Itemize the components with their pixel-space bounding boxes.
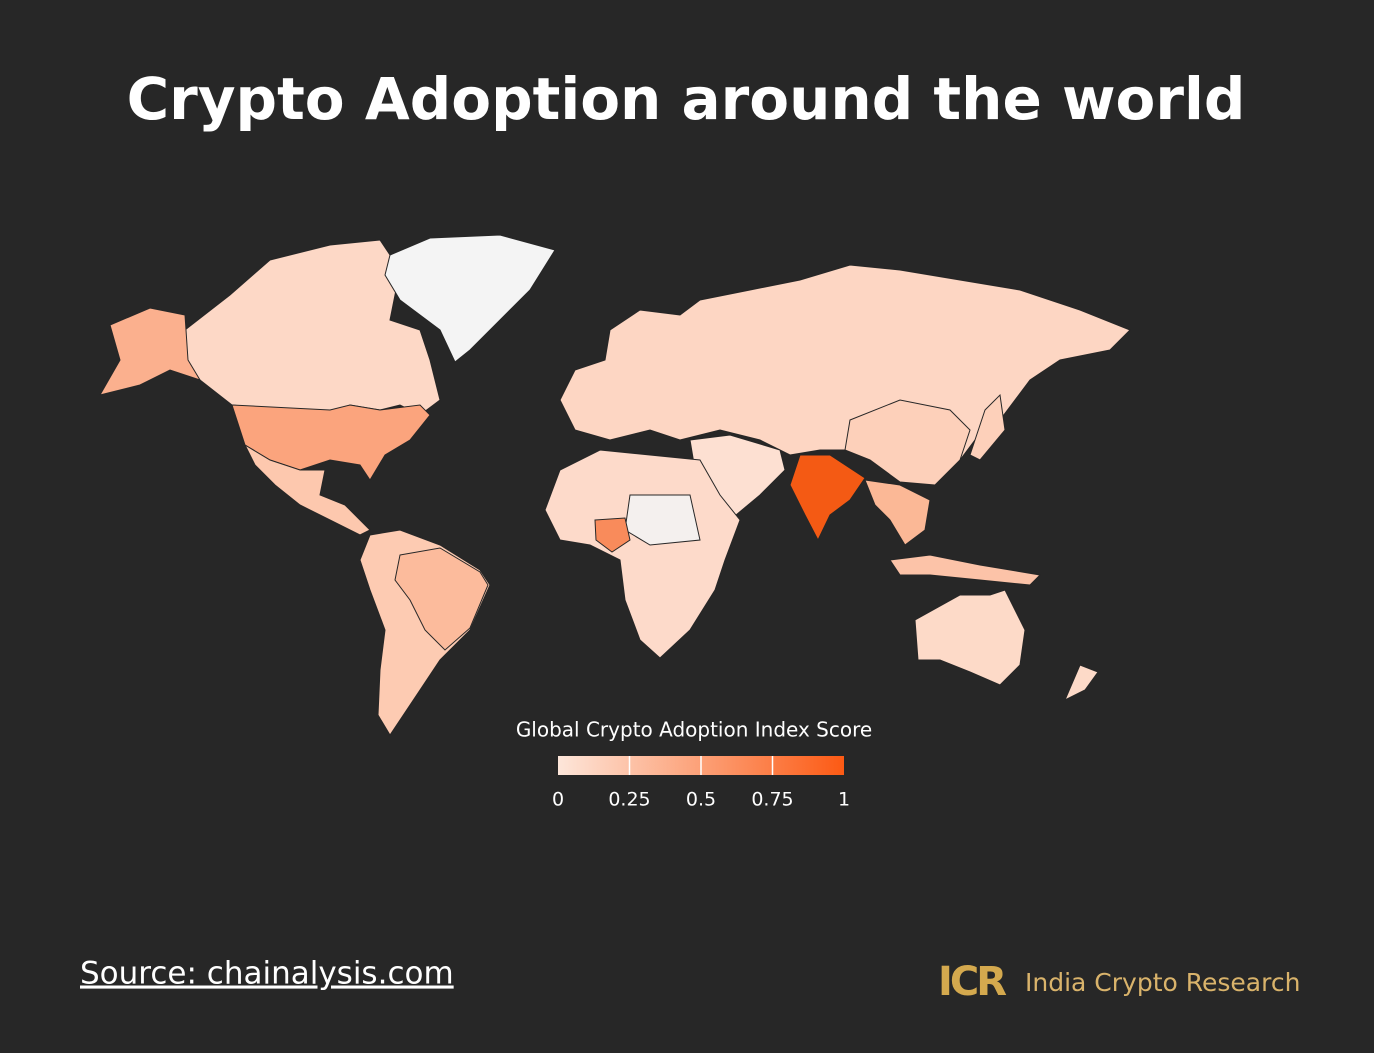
china [844,399,971,486]
greenland [384,234,556,363]
indonesia [889,554,1042,586]
brazil [394,547,489,651]
legend-title: Global Crypto Adoption Index Score [516,718,872,742]
legend-tick-label: 0.5 [686,789,716,811]
india [789,454,866,542]
logo-mark: ICR [938,959,1006,1005]
australia [914,589,1026,686]
alaska [98,307,202,396]
legend-tick-label: 0.25 [608,789,650,811]
title: Crypto Adoption around the world [127,65,1246,133]
nigeria [594,517,631,553]
world-map [98,234,1131,736]
new-zealand [1064,664,1099,702]
southeast-asia [864,479,931,546]
source: Source: chainalysis.com [80,956,454,992]
legend-tick-label: 0 [552,789,564,811]
legend-tick-label: 1 [838,789,850,811]
legend-tick-label: 0.75 [751,789,793,811]
mexico [243,443,371,536]
brand-name: India Crypto Research [1025,968,1300,997]
japan [969,393,1006,461]
